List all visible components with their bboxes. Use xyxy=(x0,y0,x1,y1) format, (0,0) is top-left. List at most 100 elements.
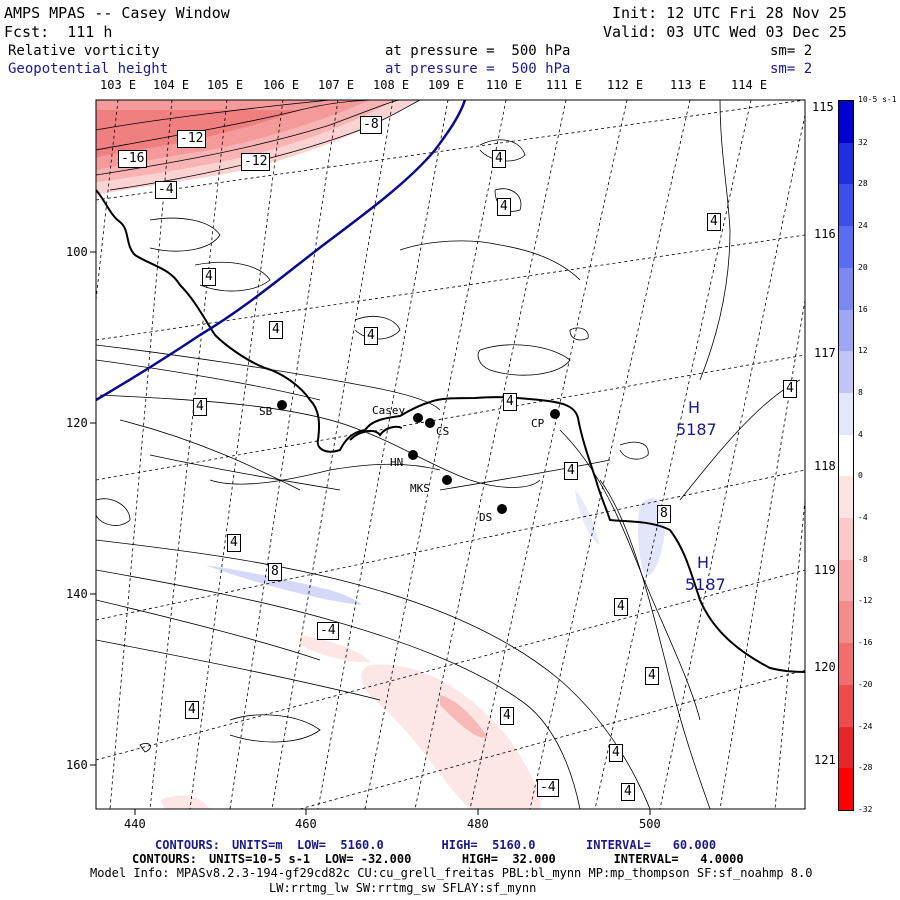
colorbar-segment xyxy=(839,309,853,352)
contour-label: 4 xyxy=(364,327,378,345)
contour-label: -12 xyxy=(241,153,271,171)
contour-label: 4 xyxy=(269,321,283,339)
station-label: Casey xyxy=(372,404,406,417)
contour-label: -12 xyxy=(177,130,207,148)
colorbar-segment xyxy=(839,434,853,477)
station-label: CP xyxy=(531,417,545,430)
colorbar-tick-label: 12 xyxy=(858,346,868,356)
colorbar-tick-label: -4 xyxy=(858,513,868,523)
colorbar-tick-label: 32 xyxy=(858,137,868,147)
station-cp-marker xyxy=(550,409,560,419)
lon-label: 109 E xyxy=(428,78,465,92)
footer-model-info-2: LW:rrtmg_lw SW:rrtmg_sw SFLAY:sf_mynn xyxy=(269,881,537,895)
lon-label: 110 E xyxy=(486,78,523,92)
coastline xyxy=(96,189,805,673)
colorbar-segment xyxy=(839,476,853,519)
high-marker: H xyxy=(688,398,701,417)
init-time: Init: 12 UTC Fri 28 Nov 25 xyxy=(612,4,847,22)
y-tick-label: 140 xyxy=(66,587,88,601)
footer-model-info: Model Info: MPASv8.2.3-194-gf29cd82c CU:… xyxy=(90,866,813,880)
valid-time: Valid: 03 UTC Wed 03 Dec 25 xyxy=(603,23,847,41)
contour-label: 8 xyxy=(268,563,282,581)
station-label: DS xyxy=(479,511,493,524)
contour-label: 4 xyxy=(492,150,506,168)
field2-pressure: at pressure = 500 hPa xyxy=(385,61,571,77)
contour-label: 4 xyxy=(609,744,623,762)
station-casey-marker xyxy=(413,413,423,423)
contour-label: 8 xyxy=(657,505,671,523)
colorbar-unit: 10-5 s-1 xyxy=(858,95,897,104)
contour-label: 4 xyxy=(202,268,216,286)
station-hn-marker xyxy=(408,450,418,460)
lon-label: 112 E xyxy=(607,78,644,92)
colorbar-segment xyxy=(839,601,853,644)
lon-label: 111 E xyxy=(546,78,583,92)
colorbar-segment xyxy=(839,392,853,435)
contour-label: 4 xyxy=(500,707,514,725)
colorbar-segment xyxy=(839,184,853,227)
colorbar-tick-label: 20 xyxy=(858,262,868,272)
geopotential-contour xyxy=(96,100,467,402)
x-tick-label: 440 xyxy=(124,817,146,831)
neg-vorticity-area xyxy=(440,695,488,739)
colorbar-tick-label: -28 xyxy=(858,763,873,773)
station-label: HN xyxy=(390,456,404,469)
lon-label: 105 E xyxy=(207,78,244,92)
neg-vorticity-area xyxy=(575,490,600,545)
colorbar-tick-label: -24 xyxy=(858,721,873,731)
high-marker: H xyxy=(697,553,710,572)
field1-smooth: sm= 2 xyxy=(770,43,813,59)
colorbar-segment xyxy=(839,768,853,810)
footer-contours2: UNITS=10-5 s-1 LOW= -32.000 HIGH= 32.000… xyxy=(209,852,744,866)
contour-label: 4 xyxy=(497,198,511,216)
station-label: SB xyxy=(259,405,273,418)
colorbar-segment xyxy=(839,142,853,185)
colorbar-tick-label: 16 xyxy=(858,304,868,314)
x-tick-label: 500 xyxy=(639,817,661,831)
y-tick-label: 120 xyxy=(66,416,88,430)
station-sb-marker xyxy=(277,400,287,410)
field1-pressure: at pressure = 500 hPa xyxy=(385,43,571,59)
field1-name: Relative vorticity xyxy=(8,43,160,59)
lon-label: 113 E xyxy=(670,78,707,92)
colorbar-tick-label: 24 xyxy=(858,221,868,231)
colorbar-tick-label: -12 xyxy=(858,596,873,606)
contour-label: 4 xyxy=(227,534,241,552)
contour-label: 4 xyxy=(707,213,721,231)
field2-name: Geopotential height xyxy=(8,61,169,77)
high-value: 5187 xyxy=(685,575,726,594)
colorbar-segment xyxy=(839,726,853,769)
colorbar-tick-label: 0 xyxy=(858,471,863,481)
station-cs-marker xyxy=(425,418,435,428)
pos-vorticity-area xyxy=(205,565,361,605)
colorbar-tick-label: 28 xyxy=(858,179,868,189)
neg-vorticity-area xyxy=(361,664,541,809)
colorbar-segment xyxy=(839,267,853,310)
colorbar-segment xyxy=(839,351,853,393)
contour-label: 4 xyxy=(614,598,628,616)
colorbar xyxy=(838,100,854,811)
lon-label: 107 E xyxy=(318,78,355,92)
lon-label: 103 E xyxy=(100,78,137,92)
colorbar-tick-label: 4 xyxy=(858,429,863,439)
contour-label: 4 xyxy=(564,462,578,480)
contour-label: 4 xyxy=(185,701,199,719)
forecast-hour: Fcst: 111 h xyxy=(4,23,113,41)
lon-label: 104 E xyxy=(153,78,190,92)
x-tick-label: 460 xyxy=(295,817,317,831)
colorbar-tick-label: -20 xyxy=(858,679,873,689)
contour-label: 4 xyxy=(503,393,517,411)
colorbar-tick-label: -32 xyxy=(858,805,873,814)
lon-label: 114 E xyxy=(731,78,768,92)
colorbar-tick-label: -16 xyxy=(858,638,873,648)
contour-label: 4 xyxy=(783,380,797,398)
colorbar-segment xyxy=(839,518,853,560)
neg-vorticity-area xyxy=(300,635,370,663)
contour-label: -16 xyxy=(118,150,148,168)
field2-smooth: sm= 2 xyxy=(770,61,813,77)
contour-label: -8 xyxy=(360,116,382,134)
lon-label: 106 E xyxy=(263,78,300,92)
colorbar-segment xyxy=(839,101,853,143)
neg-vorticity-area xyxy=(160,795,210,809)
